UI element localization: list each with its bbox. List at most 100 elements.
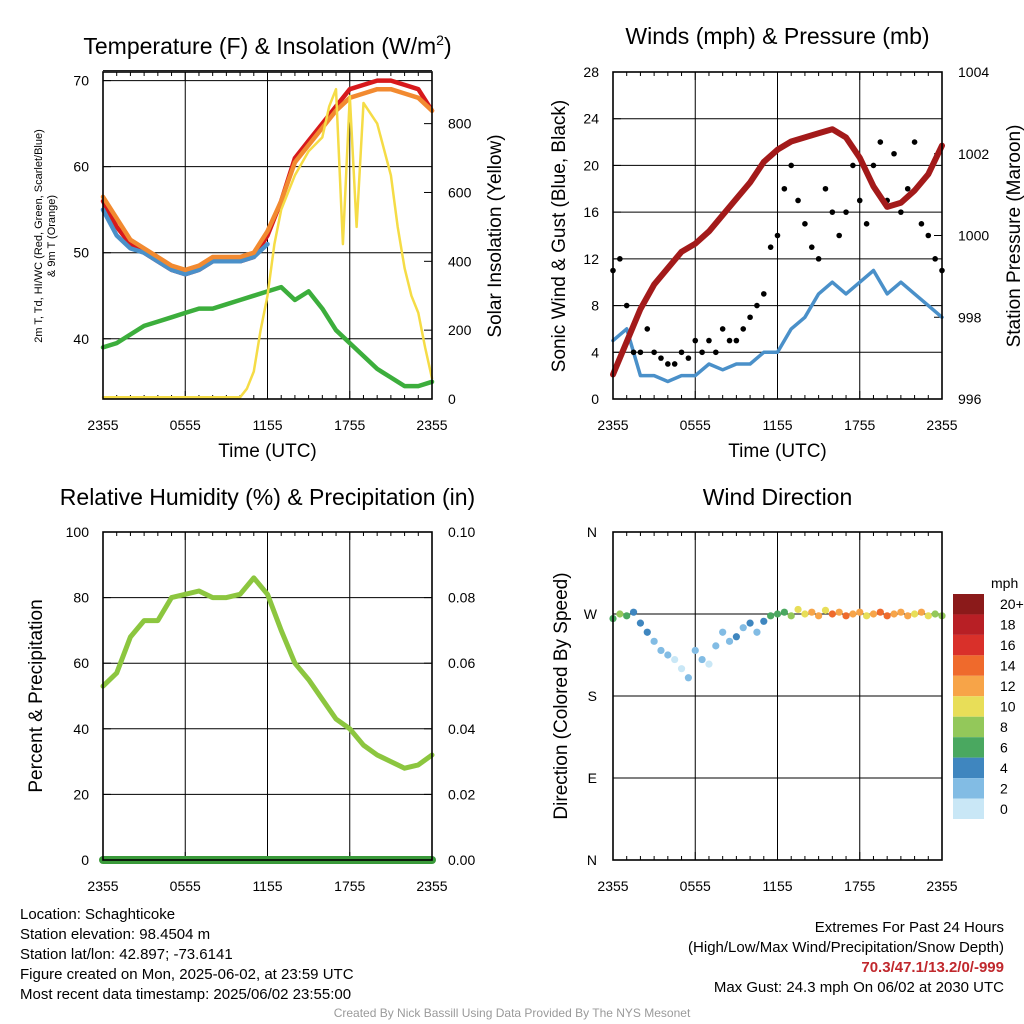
direction-point: [924, 612, 932, 620]
x-tick-label: 2355: [597, 417, 628, 433]
y-right-tick-label: 600: [448, 184, 472, 200]
panel-title: Winds (mph) & Pressure (mb): [625, 23, 929, 49]
direction-point: [746, 619, 754, 627]
x-tick-label: 0555: [680, 878, 711, 894]
colorbar-label: 2: [1000, 780, 1008, 796]
y-tick-label: 8: [591, 298, 599, 314]
gust-point: [822, 185, 829, 192]
x-tick-label: 0555: [170, 417, 201, 433]
direction-point: [780, 608, 788, 616]
direction-point: [684, 674, 692, 682]
direction-point: [623, 612, 631, 620]
x-tick-label: 1755: [334, 417, 365, 433]
y-right-tick-label: 1004: [958, 64, 989, 80]
latlon-text: Station lat/lon: 42.897; -73.6141: [20, 946, 233, 963]
gust-point: [699, 349, 705, 356]
y-tick-label: 40: [73, 331, 89, 347]
direction-point: [725, 637, 734, 645]
y-right-tick-label: 200: [448, 322, 472, 338]
recent-timestamp-text: Most recent data timestamp: 2025/06/02 2…: [20, 986, 352, 1003]
panel-title: Temperature (F) & Insolation (W/m2): [83, 32, 451, 59]
series-9m-t: [100, 86, 435, 273]
gust-point: [788, 162, 795, 169]
series-relative-humidity: [100, 575, 435, 771]
superscript-2: 2: [436, 32, 444, 48]
colorbar-swatch: [953, 757, 984, 779]
gust-point: [856, 197, 863, 204]
y-right-tick-label: 0: [448, 391, 456, 407]
gust-point: [630, 349, 637, 356]
y-right-tick-label: 400: [448, 253, 472, 269]
x-tick-label: 2355: [87, 417, 118, 433]
y-right-tick-label: 998: [958, 309, 982, 325]
direction-point: [691, 646, 699, 655]
colorbar-swatch: [953, 737, 984, 758]
y-tick-label: 70: [73, 73, 89, 89]
x-tick-label: 2355: [416, 878, 447, 894]
direction-point: [629, 608, 638, 616]
direction-point: [821, 606, 830, 614]
direction-point: [671, 655, 679, 664]
y-tick-label: 16: [583, 204, 599, 220]
direction-point: [931, 610, 939, 618]
title-rest: ): [444, 33, 452, 59]
direction-point: [910, 610, 919, 618]
direction-point: [890, 610, 898, 618]
colorbar-swatch: [953, 798, 984, 819]
gust-point: [904, 185, 911, 192]
extremes-subtitle: (High/Low/Max Wind/Precipitation/Snow De…: [688, 939, 1004, 956]
gust-point: [774, 232, 781, 239]
direction-point: [664, 651, 672, 659]
gust-point: [829, 209, 836, 215]
colorbar-label: 4: [1000, 760, 1008, 776]
colorbar-label: 12: [1000, 678, 1016, 694]
direction-point: [712, 642, 720, 650]
y-tick-label: 40: [73, 721, 89, 737]
colorbar-label: 8: [1000, 719, 1008, 735]
plot-border: [102, 71, 433, 400]
y-right-tick-label: 0.04: [448, 721, 475, 737]
series-station-pressure: [610, 126, 945, 378]
x-tick-label: 1755: [334, 878, 365, 894]
x-tick-label: 1155: [252, 878, 282, 894]
gust-point: [719, 326, 726, 332]
direction-point: [636, 619, 645, 627]
colorbar-swatch: [953, 614, 984, 635]
gust-point: [898, 209, 904, 215]
x-axis-label: Time (UTC): [218, 441, 317, 462]
direction-point: [677, 665, 686, 673]
x-tick-label: 1155: [762, 878, 792, 894]
y-right-tick-label: 996: [958, 391, 982, 407]
direction-point: [904, 612, 912, 620]
colorbar-label: 18: [1000, 617, 1016, 633]
x-tick-label: 0555: [170, 878, 201, 894]
y-tick-label: 80: [73, 590, 89, 606]
direction-point: [616, 610, 624, 618]
direction-point: [698, 655, 706, 664]
colorbar-swatch: [953, 655, 984, 676]
colorbar-label: 20+: [1000, 596, 1024, 612]
y-tick-label: N: [587, 524, 597, 540]
direction-point: [849, 610, 857, 618]
y-tick-label: 0: [81, 852, 89, 868]
direction-point: [917, 608, 926, 616]
colorbar-label: 16: [1000, 637, 1016, 653]
location-text: Location: Schaghticoke: [20, 906, 176, 923]
gust-point: [754, 302, 760, 309]
y-tick-label: S: [588, 688, 597, 704]
gust-point: [891, 150, 897, 157]
series-solar-insolation: [101, 87, 434, 399]
y-right-axis-label: Station Pressure (Maroon): [1004, 125, 1024, 348]
plot-border: [102, 531, 433, 861]
gust-point: [740, 326, 747, 332]
direction-point: [835, 608, 843, 616]
y-tick-label: 20: [73, 786, 89, 802]
direction-point: [719, 628, 727, 636]
extremes-values: 70.3/47.1/13.2/0/-999: [861, 959, 1004, 976]
x-tick-label: 1155: [762, 417, 792, 433]
direction-point: [828, 610, 836, 618]
gust-point: [836, 232, 842, 239]
direction-point: [787, 612, 795, 620]
series-hi-wc: [100, 207, 270, 277]
x-tick-label: 2355: [87, 878, 118, 894]
